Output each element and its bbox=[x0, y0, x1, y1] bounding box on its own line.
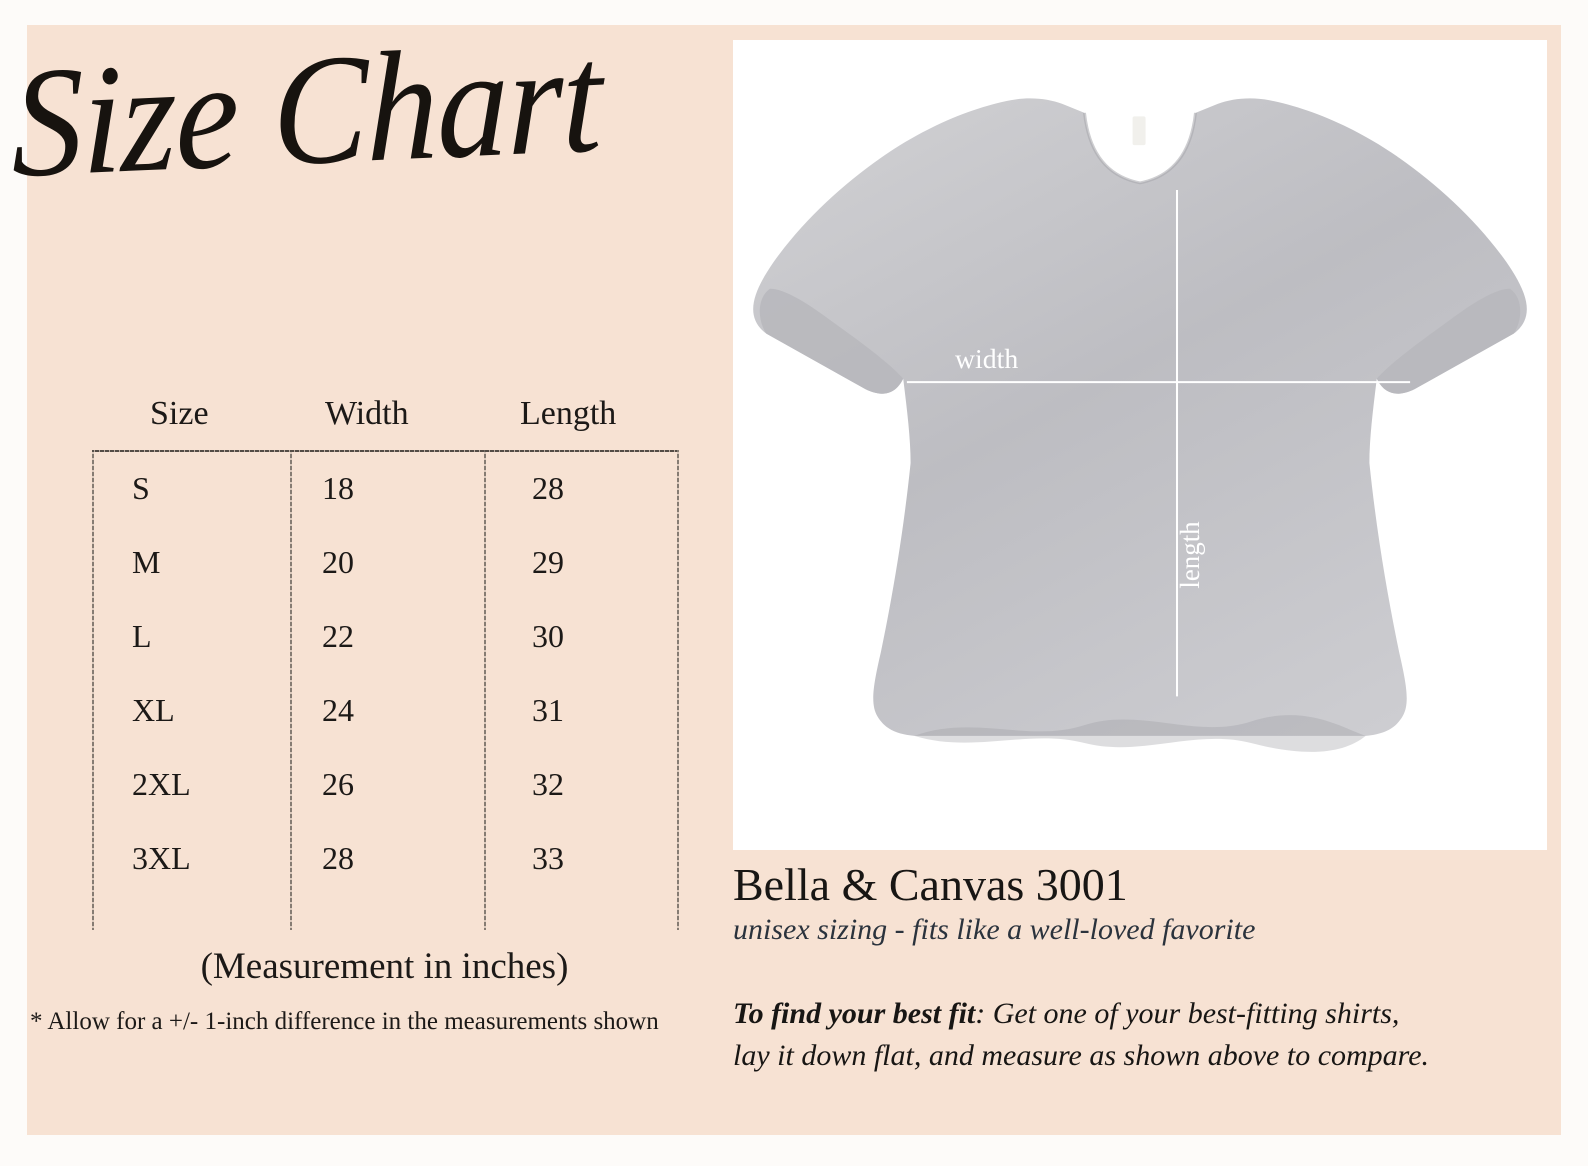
svg-text:length: length bbox=[1175, 521, 1205, 589]
svg-text:width: width bbox=[955, 344, 1019, 374]
